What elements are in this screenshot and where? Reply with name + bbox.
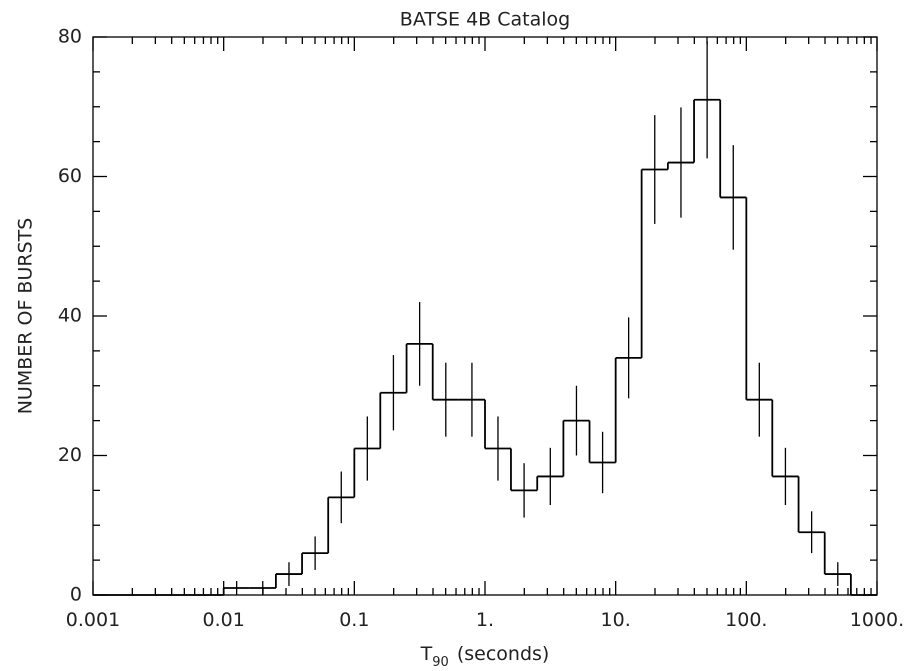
x-tick-label: 0.1 bbox=[339, 609, 369, 631]
y-tick-label: 40 bbox=[58, 305, 82, 327]
x-axis-label: T90 (seconds) bbox=[420, 643, 550, 670]
y-tick-label: 60 bbox=[58, 165, 82, 187]
x-tick-label: 1. bbox=[476, 609, 494, 631]
x-label-unit: (seconds) bbox=[457, 643, 550, 665]
y-axis-label: NUMBER OF BURSTS bbox=[15, 218, 37, 415]
x-tick-label: 0.001 bbox=[66, 609, 120, 631]
y-tick-label: 20 bbox=[58, 444, 82, 466]
x-label-symbol: T bbox=[420, 643, 433, 665]
y-tick-label: 80 bbox=[58, 26, 82, 48]
x-tick-label: 0.01 bbox=[203, 609, 245, 631]
x-tick-label: 10. bbox=[601, 609, 631, 631]
x-label-subscript: 90 bbox=[432, 655, 449, 670]
plot-frame bbox=[92, 36, 878, 596]
x-tick-label: 1000. bbox=[850, 609, 904, 631]
y-tick-label: 0 bbox=[70, 584, 82, 606]
chart-title: BATSE 4B Catalog bbox=[400, 9, 570, 31]
x-tick-label: 100. bbox=[725, 609, 767, 631]
